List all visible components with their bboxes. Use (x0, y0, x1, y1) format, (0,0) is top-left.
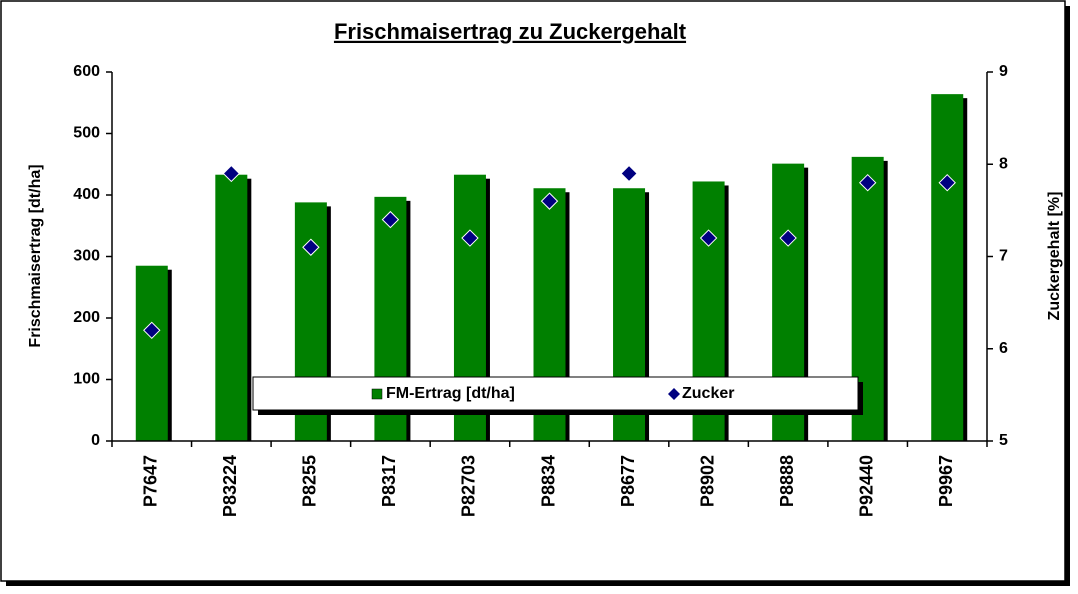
chart-title: Frischmaisertrag zu Zuckergehalt (334, 19, 687, 44)
x-tick-label: P92440 (856, 455, 876, 517)
bar (215, 174, 248, 441)
legend-label: FM-Ertrag [dt/ha] (386, 385, 515, 402)
x-tick-label: P83224 (220, 455, 240, 517)
y2-tick-label: 9 (999, 63, 1008, 80)
x-tick-label: P8902 (697, 455, 717, 507)
legend-label: Zucker (682, 385, 734, 402)
x-tick-label: P8834 (538, 455, 558, 507)
y-axis-label: Frischmaisertrag [dt/ha] (27, 164, 44, 347)
marker (222, 164, 241, 183)
y2-tick-label: 5 (999, 432, 1008, 449)
x-tick-label: P8677 (618, 455, 638, 507)
bar (931, 94, 964, 441)
y-tick-label: 500 (73, 125, 100, 142)
marker (540, 192, 559, 210)
x-tick-label: P82703 (459, 455, 479, 517)
y-tick-label: 0 (91, 432, 100, 449)
y2-axis-label: Zuckergehalt [%] (1046, 192, 1063, 321)
x-tick-label: P8255 (300, 455, 320, 507)
marker (461, 229, 479, 247)
y-tick-label: 300 (73, 248, 100, 265)
marker (779, 229, 797, 247)
legend-marker (668, 388, 680, 400)
marker (381, 210, 400, 229)
x-tick-label: P8888 (777, 455, 797, 507)
x-tick-label: P9967 (936, 455, 956, 507)
marker (143, 321, 161, 340)
bar (135, 265, 168, 441)
marker (699, 229, 718, 247)
x-tick-label: P8317 (379, 455, 399, 507)
marker (938, 173, 956, 192)
legend-swatch (371, 388, 383, 400)
marker (858, 173, 877, 192)
y-tick-label: 600 (73, 63, 100, 80)
marker (620, 164, 638, 183)
y2-tick-label: 8 (999, 155, 1008, 172)
y-tick-label: 200 (73, 309, 100, 326)
marker (302, 238, 320, 256)
y-tick-label: 100 (73, 371, 100, 388)
legend (252, 376, 859, 411)
y-tick-label: 400 (73, 186, 100, 203)
x-tick-label: P7647 (141, 455, 161, 507)
y2-tick-label: 7 (999, 248, 1008, 265)
y2-tick-label: 6 (999, 340, 1008, 357)
